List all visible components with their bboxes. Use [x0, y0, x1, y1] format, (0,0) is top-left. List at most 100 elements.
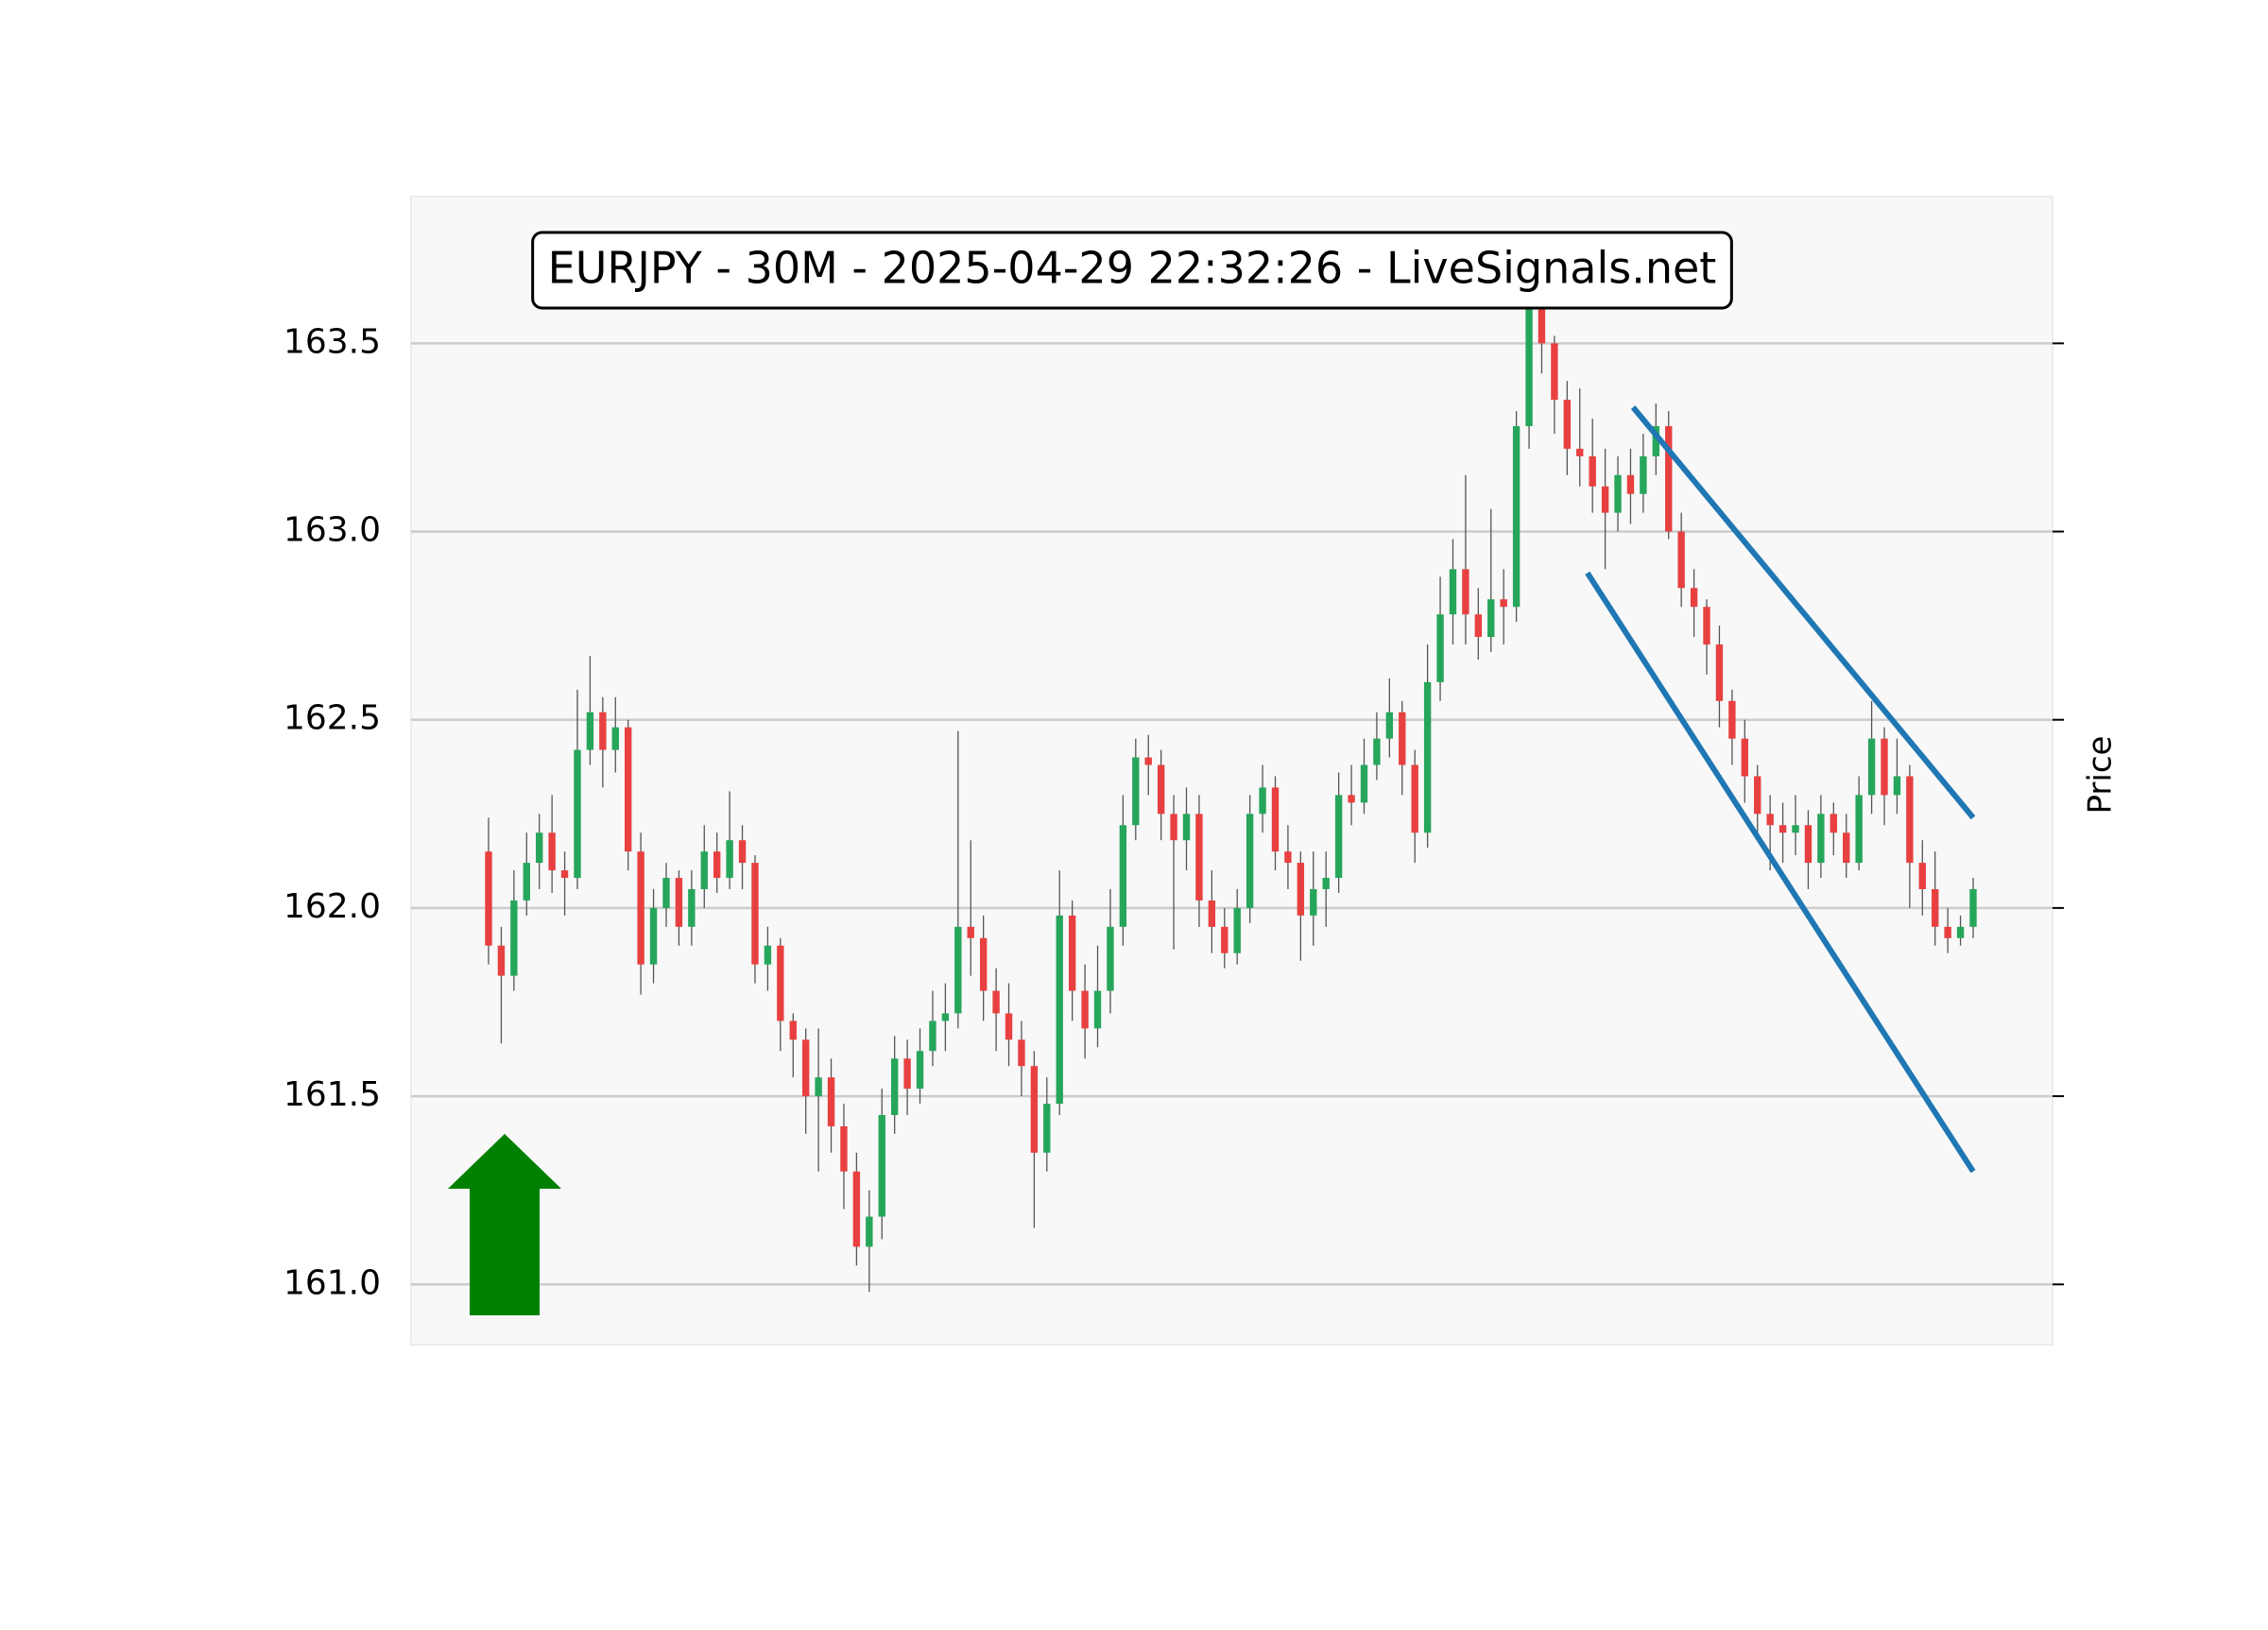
candle-body: [574, 749, 581, 879]
candle-body: [992, 990, 1000, 1014]
candle-body: [1157, 764, 1165, 815]
candle-body: [1830, 814, 1837, 833]
candle-body: [1474, 614, 1483, 638]
candle-body: [979, 937, 988, 991]
candle-body: [789, 1021, 797, 1040]
candle-body: [662, 878, 670, 908]
candle-body: [929, 1021, 936, 1052]
candle-body: [1310, 888, 1317, 916]
candle-body: [878, 1115, 885, 1217]
candle-body: [536, 832, 543, 864]
candle-body: [1107, 926, 1114, 991]
candle-body: [1030, 1066, 1039, 1153]
candle-body: [1322, 878, 1330, 889]
candle-body: [1843, 832, 1850, 864]
candle-body: [852, 1171, 861, 1247]
candle-body: [1068, 915, 1076, 991]
candles: [485, 260, 1977, 1293]
candle-body: [1284, 851, 1292, 864]
candle-body: [1589, 455, 1596, 487]
candle-body: [1056, 915, 1063, 1105]
chart-title: EURJPY - 30M - 2025-04-29 22:32:26 - Liv…: [548, 243, 1717, 294]
candle-body: [1867, 738, 1876, 796]
signal-arrow: [448, 1134, 561, 1315]
candle-body: [1652, 426, 1660, 456]
candle-body: [649, 907, 658, 965]
candle-body: [1551, 343, 1558, 401]
grid: 161.0 161.5 162.0 162.5 163.0 163.5: [284, 322, 2064, 1302]
candle-body: [1817, 814, 1825, 864]
y-tick-label: 162.5: [284, 699, 381, 738]
candle-body: [866, 1216, 873, 1247]
candle-body: [1956, 926, 1965, 938]
candle-body: [1018, 1039, 1025, 1067]
y-tick-label: 163.5: [284, 322, 381, 361]
candle-body: [1804, 825, 1813, 864]
candle-body: [1423, 681, 1432, 833]
trend-line: [1585, 571, 1976, 1174]
candle-body: [1677, 531, 1685, 589]
y-axis-label: Price: [2082, 736, 2120, 815]
candle-body: [1855, 795, 1863, 864]
candle-body: [1576, 448, 1584, 456]
candle-body: [713, 851, 721, 879]
candle-body: [1182, 814, 1191, 841]
candle-body: [840, 1125, 848, 1172]
candle-body: [1893, 776, 1901, 796]
candle-body: [497, 945, 506, 976]
candle-body: [611, 727, 619, 750]
trend-line: [1630, 405, 1976, 820]
candle-body: [1271, 787, 1280, 852]
candle-body: [1385, 712, 1394, 739]
y-tick-label: 162.0: [284, 887, 381, 926]
candle-body: [1969, 888, 1977, 927]
candle-body: [1778, 825, 1787, 833]
candle-body: [1246, 814, 1254, 908]
candle-body: [1233, 907, 1241, 953]
candle-body: [738, 840, 747, 864]
candle-body: [586, 712, 594, 750]
candle-body: [1449, 569, 1457, 615]
candle-body: [1005, 1013, 1013, 1040]
candle-body: [916, 1051, 924, 1090]
candle-body: [1640, 455, 1647, 494]
candle-body: [700, 851, 708, 889]
candle-body: [1119, 825, 1127, 927]
candle-body: [827, 1077, 835, 1126]
candle-body: [815, 1077, 822, 1097]
y-tick-label: 163.0: [284, 511, 381, 550]
candle-body: [1918, 863, 1926, 889]
candle-body: [1614, 474, 1622, 513]
candle-body: [1093, 990, 1102, 1029]
candle-body: [954, 926, 962, 1014]
candle-body: [1512, 426, 1521, 608]
candle-body: [1703, 607, 1710, 645]
candle-body: [1665, 426, 1673, 532]
candle-body: [548, 832, 556, 871]
candle-body: [510, 900, 518, 976]
candle-body: [1601, 486, 1609, 513]
candle-body: [1741, 738, 1749, 777]
candle-body: [941, 1013, 950, 1021]
title-box: [531, 231, 1733, 310]
candle-body: [726, 840, 733, 879]
y-tick-label: 161.5: [284, 1075, 381, 1114]
candle-body: [890, 1058, 899, 1115]
candle-body: [523, 863, 530, 901]
y-tick-label: 161.0: [284, 1263, 381, 1302]
candle-body: [1766, 814, 1774, 826]
candle-body: [1399, 712, 1406, 765]
candle-body: [1525, 305, 1533, 426]
candle-body: [599, 712, 607, 750]
candle-body: [625, 727, 632, 852]
candle-body: [1906, 776, 1914, 864]
candle-body: [675, 878, 683, 927]
candle-body: [1462, 569, 1469, 615]
candle-body: [1360, 764, 1368, 803]
candle-body: [1690, 588, 1698, 608]
candle-body: [1081, 990, 1089, 1029]
candle-body: [1500, 599, 1507, 608]
candle-body: [1373, 738, 1381, 765]
